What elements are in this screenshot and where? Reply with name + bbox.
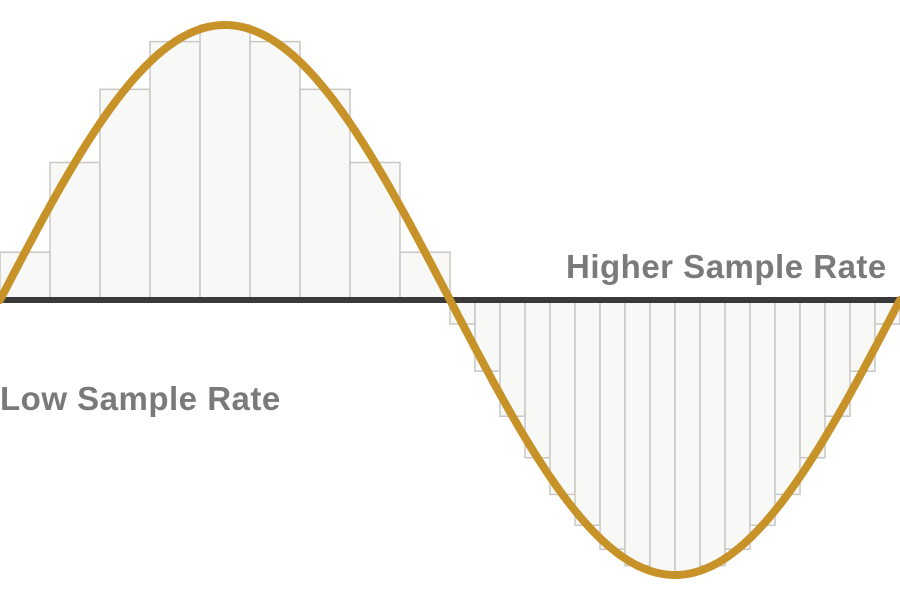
sample-bar (350, 163, 400, 301)
sample-bar (800, 300, 825, 458)
sample-bar (200, 25, 250, 300)
sample-bar (575, 300, 600, 525)
sample-bar (625, 300, 650, 566)
low-sample-rate-label: Low Sample Rate (0, 380, 281, 418)
sample-bar (650, 300, 675, 574)
sample-bar (250, 42, 300, 300)
sample-bar (775, 300, 800, 494)
sample-bar (150, 42, 200, 300)
sample-bar (725, 300, 750, 549)
sample-bar (700, 300, 725, 566)
sample-bar (300, 89, 350, 300)
sample-bar (675, 300, 700, 574)
diagram-svg (0, 0, 900, 600)
sample-bar (50, 163, 100, 301)
sample-bar (100, 89, 150, 300)
sample-bar (750, 300, 775, 525)
sample-bar (600, 300, 625, 549)
high-sample-rate-label: Higher Sample Rate (566, 248, 887, 286)
sample-rate-diagram: Low Sample Rate Higher Sample Rate (0, 0, 900, 600)
sample-bar (550, 300, 575, 494)
sample-bar (525, 300, 550, 458)
